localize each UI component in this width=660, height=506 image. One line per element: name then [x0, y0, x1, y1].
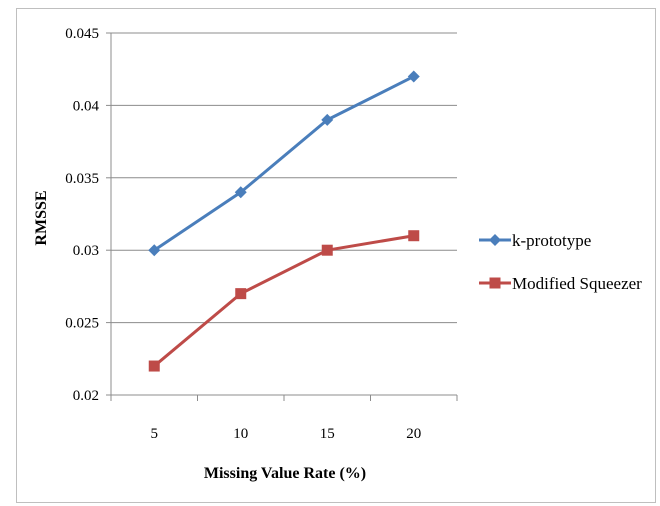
series-0	[148, 70, 420, 257]
series-1-point-1	[235, 288, 247, 300]
y-tick-label-4: 0.04	[73, 98, 100, 114]
y-tick-label-1: 0.025	[65, 316, 99, 332]
legend: k-prototype Modified Squeezer	[479, 231, 642, 293]
axes	[106, 32, 458, 401]
x-axis-title: Missing Value Rate (%)	[204, 465, 366, 482]
x-tick-label-1: 10	[233, 426, 248, 442]
y-tick-label-3: 0.035	[65, 171, 99, 187]
series-0-point-3	[407, 70, 420, 83]
legend-label-0: k-prototype	[512, 231, 591, 250]
series-layer	[148, 70, 420, 372]
legend-item-1: Modified Squeezer	[479, 274, 642, 293]
series-1-point-3	[408, 230, 420, 242]
x-tick-labels: 5 10 15 20	[151, 426, 422, 442]
x-tick-label-0: 5	[151, 426, 159, 442]
legend-label-1: Modified Squeezer	[512, 274, 642, 293]
gridlines	[111, 32, 457, 324]
y-tick-label-2: 0.03	[73, 243, 99, 259]
series-line-1	[153, 234, 414, 368]
x-tick-label-3: 20	[406, 426, 421, 442]
series-0-point-2	[321, 113, 334, 126]
legend-marker-1	[489, 277, 501, 289]
legend-marker-0	[489, 234, 501, 246]
series-1-point-2	[321, 244, 333, 256]
chart-frame	[16, 8, 656, 503]
series-line-0	[153, 75, 415, 252]
series-0-point-0	[148, 244, 161, 257]
y-tick-label-5: 0.045	[65, 26, 99, 42]
series-0-point-1	[234, 186, 247, 199]
y-tick-labels: 0.02 0.025 0.03 0.035 0.04 0.045	[65, 26, 99, 404]
legend-item-0: k-prototype	[479, 231, 591, 250]
series-1-point-0	[148, 360, 160, 372]
y-axis-title: RMSSE	[33, 190, 50, 245]
series-1	[148, 230, 420, 372]
y-tick-label-0: 0.02	[73, 388, 99, 404]
x-tick-label-2: 15	[320, 426, 335, 442]
